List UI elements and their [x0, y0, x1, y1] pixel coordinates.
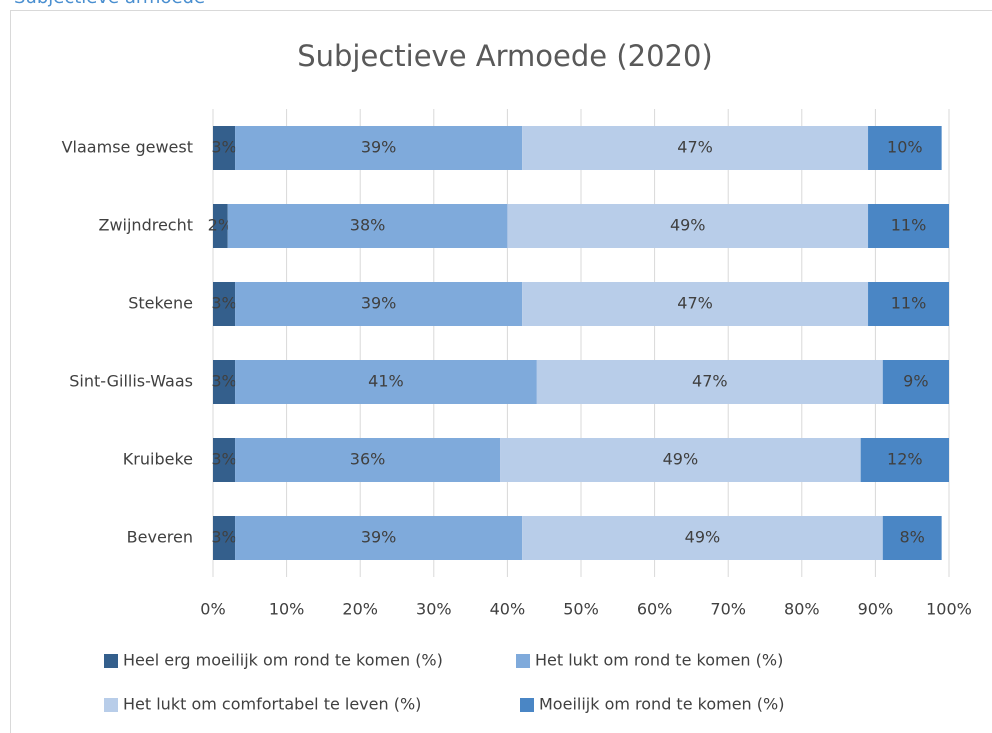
x-tick-label: 70% — [710, 600, 746, 619]
x-tick-label: 100% — [926, 600, 972, 619]
value-label: 47% — [677, 138, 713, 157]
x-tick-label: 20% — [342, 600, 378, 619]
bar-segment — [235, 438, 501, 482]
value-label: 11% — [891, 216, 927, 235]
value-label: 39% — [361, 294, 397, 313]
legend-swatch — [516, 654, 530, 668]
bar-segment — [868, 282, 949, 326]
value-label: 9% — [903, 372, 928, 391]
x-tick-label: 30% — [416, 600, 452, 619]
value-label: 49% — [670, 216, 706, 235]
value-label: 47% — [677, 294, 713, 313]
y-tick-label: Vlaamse gewest — [62, 138, 193, 157]
x-tick-label: 10% — [269, 600, 305, 619]
bar-segment — [213, 360, 236, 404]
bar-segment — [507, 204, 869, 248]
bar-segment — [500, 438, 861, 482]
x-tick-label: 80% — [784, 600, 820, 619]
bar-segment — [227, 204, 508, 248]
bar-segment — [536, 360, 883, 404]
x-tick-label: 90% — [858, 600, 894, 619]
bar-segment — [868, 126, 942, 170]
bar-segment — [235, 360, 537, 404]
bar-segment — [522, 282, 869, 326]
chart-border — [10, 10, 992, 733]
value-label: 10% — [887, 138, 923, 157]
value-label: 8% — [900, 528, 925, 547]
bar-segment — [882, 360, 949, 404]
value-label: 38% — [350, 216, 386, 235]
bar-segment — [235, 282, 523, 326]
legend-swatch — [104, 654, 118, 668]
chart-title: Subjectieve Armoede (2020) — [297, 39, 713, 73]
y-tick-label: Beveren — [127, 528, 193, 547]
bar-segment — [522, 126, 869, 170]
value-label: 41% — [368, 372, 404, 391]
legend-label: Heel erg moeilijk om rond te komen (%) — [123, 651, 443, 670]
value-label: 47% — [692, 372, 728, 391]
value-label: 49% — [663, 450, 699, 469]
bar-segment — [522, 516, 883, 560]
value-label: 2% — [208, 216, 233, 235]
section-heading: Subjectieve armoede — [14, 0, 205, 8]
bar-segment — [860, 438, 949, 482]
value-label: 11% — [891, 294, 927, 313]
legend-label: Moeilijk om rond te komen (%) — [539, 695, 784, 714]
bar-segment — [235, 516, 523, 560]
bar-segment — [213, 282, 236, 326]
value-label: 3% — [211, 372, 236, 391]
bar-segment — [213, 438, 236, 482]
bar-segment — [868, 204, 949, 248]
bar-segment — [213, 516, 236, 560]
x-tick-label: 50% — [563, 600, 599, 619]
value-label: 39% — [361, 138, 397, 157]
bar-segment — [882, 516, 942, 560]
bar-segment — [235, 126, 523, 170]
x-tick-label: 0% — [200, 600, 225, 619]
value-label: 49% — [685, 528, 721, 547]
x-tick-label: 40% — [490, 600, 526, 619]
value-label: 36% — [350, 450, 386, 469]
legend-label: Het lukt om comfortabel te leven (%) — [123, 695, 421, 714]
x-tick-label: 60% — [637, 600, 673, 619]
y-tick-label: Stekene — [128, 294, 193, 313]
value-label: 12% — [887, 450, 923, 469]
y-tick-label: Zwijndrecht — [98, 216, 193, 235]
value-label: 39% — [361, 528, 397, 547]
legend-label: Het lukt om rond te komen (%) — [535, 651, 783, 670]
y-tick-label: Sint-Gillis-Waas — [69, 372, 193, 391]
value-label: 3% — [211, 450, 236, 469]
bar-segment — [213, 204, 228, 248]
legend-swatch — [104, 698, 118, 712]
value-label: 3% — [211, 138, 236, 157]
y-tick-label: Kruibeke — [123, 450, 193, 469]
bar-segment — [213, 126, 236, 170]
value-label: 3% — [211, 528, 236, 547]
value-label: 3% — [211, 294, 236, 313]
legend-swatch — [520, 698, 534, 712]
